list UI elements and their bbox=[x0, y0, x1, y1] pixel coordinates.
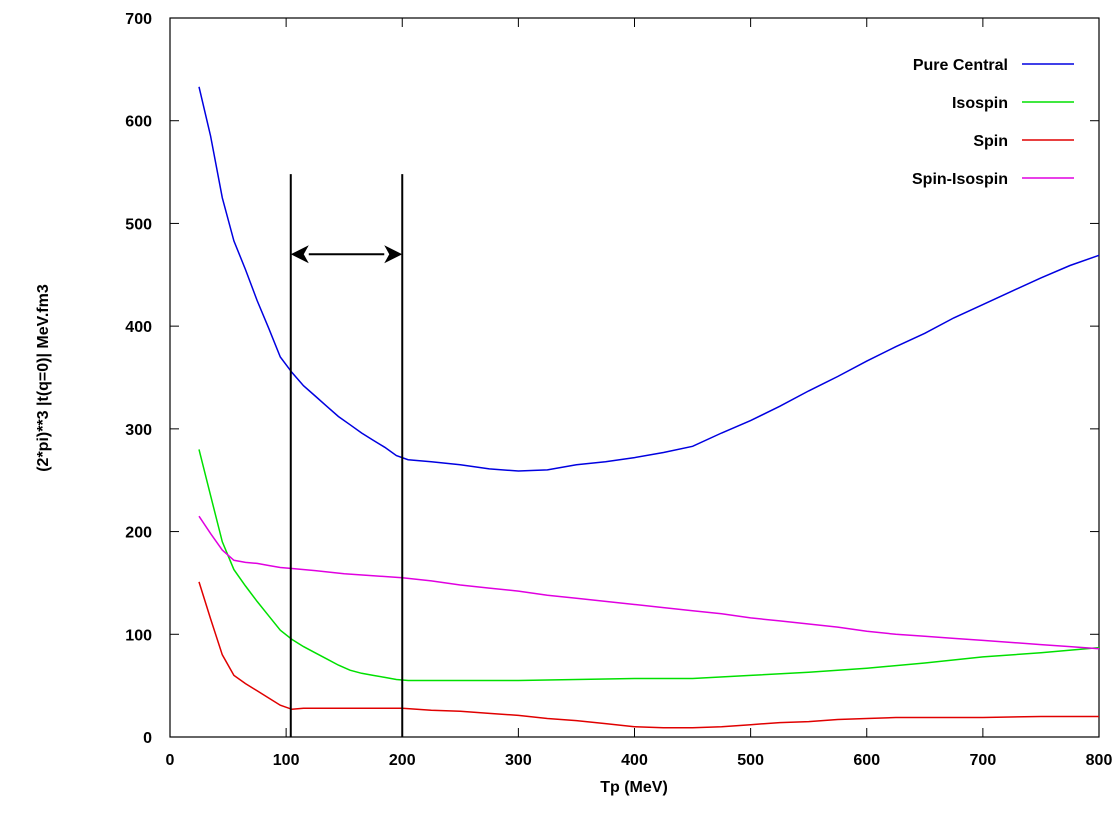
legend-label: Spin-Isospin bbox=[912, 171, 1008, 188]
y-tick-label: 200 bbox=[125, 525, 152, 542]
tick-labels: 0 100 200 300 400 500 600 700 800 0 100 200 300 400 50… bbox=[125, 11, 1112, 769]
x-tick-label: 600 bbox=[853, 752, 880, 769]
series-line-spin-isospin bbox=[198, 515, 1100, 650]
x-tick-label: 500 bbox=[737, 752, 764, 769]
series-line-pure-central bbox=[198, 86, 1100, 472]
series-line-spin bbox=[198, 581, 1099, 729]
annotations bbox=[289, 174, 404, 737]
y-tick-label: 600 bbox=[125, 114, 152, 131]
legend-label: Pure Central bbox=[913, 57, 1008, 74]
x-tick-label: 700 bbox=[970, 752, 997, 769]
x-tick-label: 400 bbox=[621, 752, 648, 769]
y-tick-label: 500 bbox=[125, 216, 152, 233]
x-tick-label: 200 bbox=[389, 752, 416, 769]
x-axis-label: Tp (MeV) bbox=[600, 779, 668, 796]
legend-label: Spin bbox=[973, 133, 1008, 150]
legend: Pure Central Isospin Spin Spin-Isospin bbox=[912, 57, 1074, 188]
y-tick-label: 100 bbox=[125, 627, 152, 644]
y-tick-label: 300 bbox=[125, 422, 152, 439]
range-arrow-head-right bbox=[384, 245, 403, 264]
x-tick-label: 300 bbox=[505, 752, 532, 769]
x-tick-label: 800 bbox=[1086, 752, 1113, 769]
x-tick-label: 100 bbox=[273, 752, 300, 769]
y-tick-label: 0 bbox=[143, 730, 152, 747]
range-arrow-head-left bbox=[290, 245, 309, 264]
x-tick-label: 0 bbox=[166, 752, 175, 769]
y-axis-label: (2*pi)**3 |t(q=0)| MeV.fm3 bbox=[35, 284, 52, 472]
series bbox=[198, 86, 1100, 729]
ticks bbox=[169, 17, 1100, 738]
series-line-isospin bbox=[198, 449, 1100, 682]
legend-label: Isospin bbox=[952, 95, 1008, 112]
y-tick-label: 700 bbox=[125, 11, 152, 28]
plot-frame bbox=[169, 17, 1100, 738]
y-tick-label: 400 bbox=[125, 319, 152, 336]
